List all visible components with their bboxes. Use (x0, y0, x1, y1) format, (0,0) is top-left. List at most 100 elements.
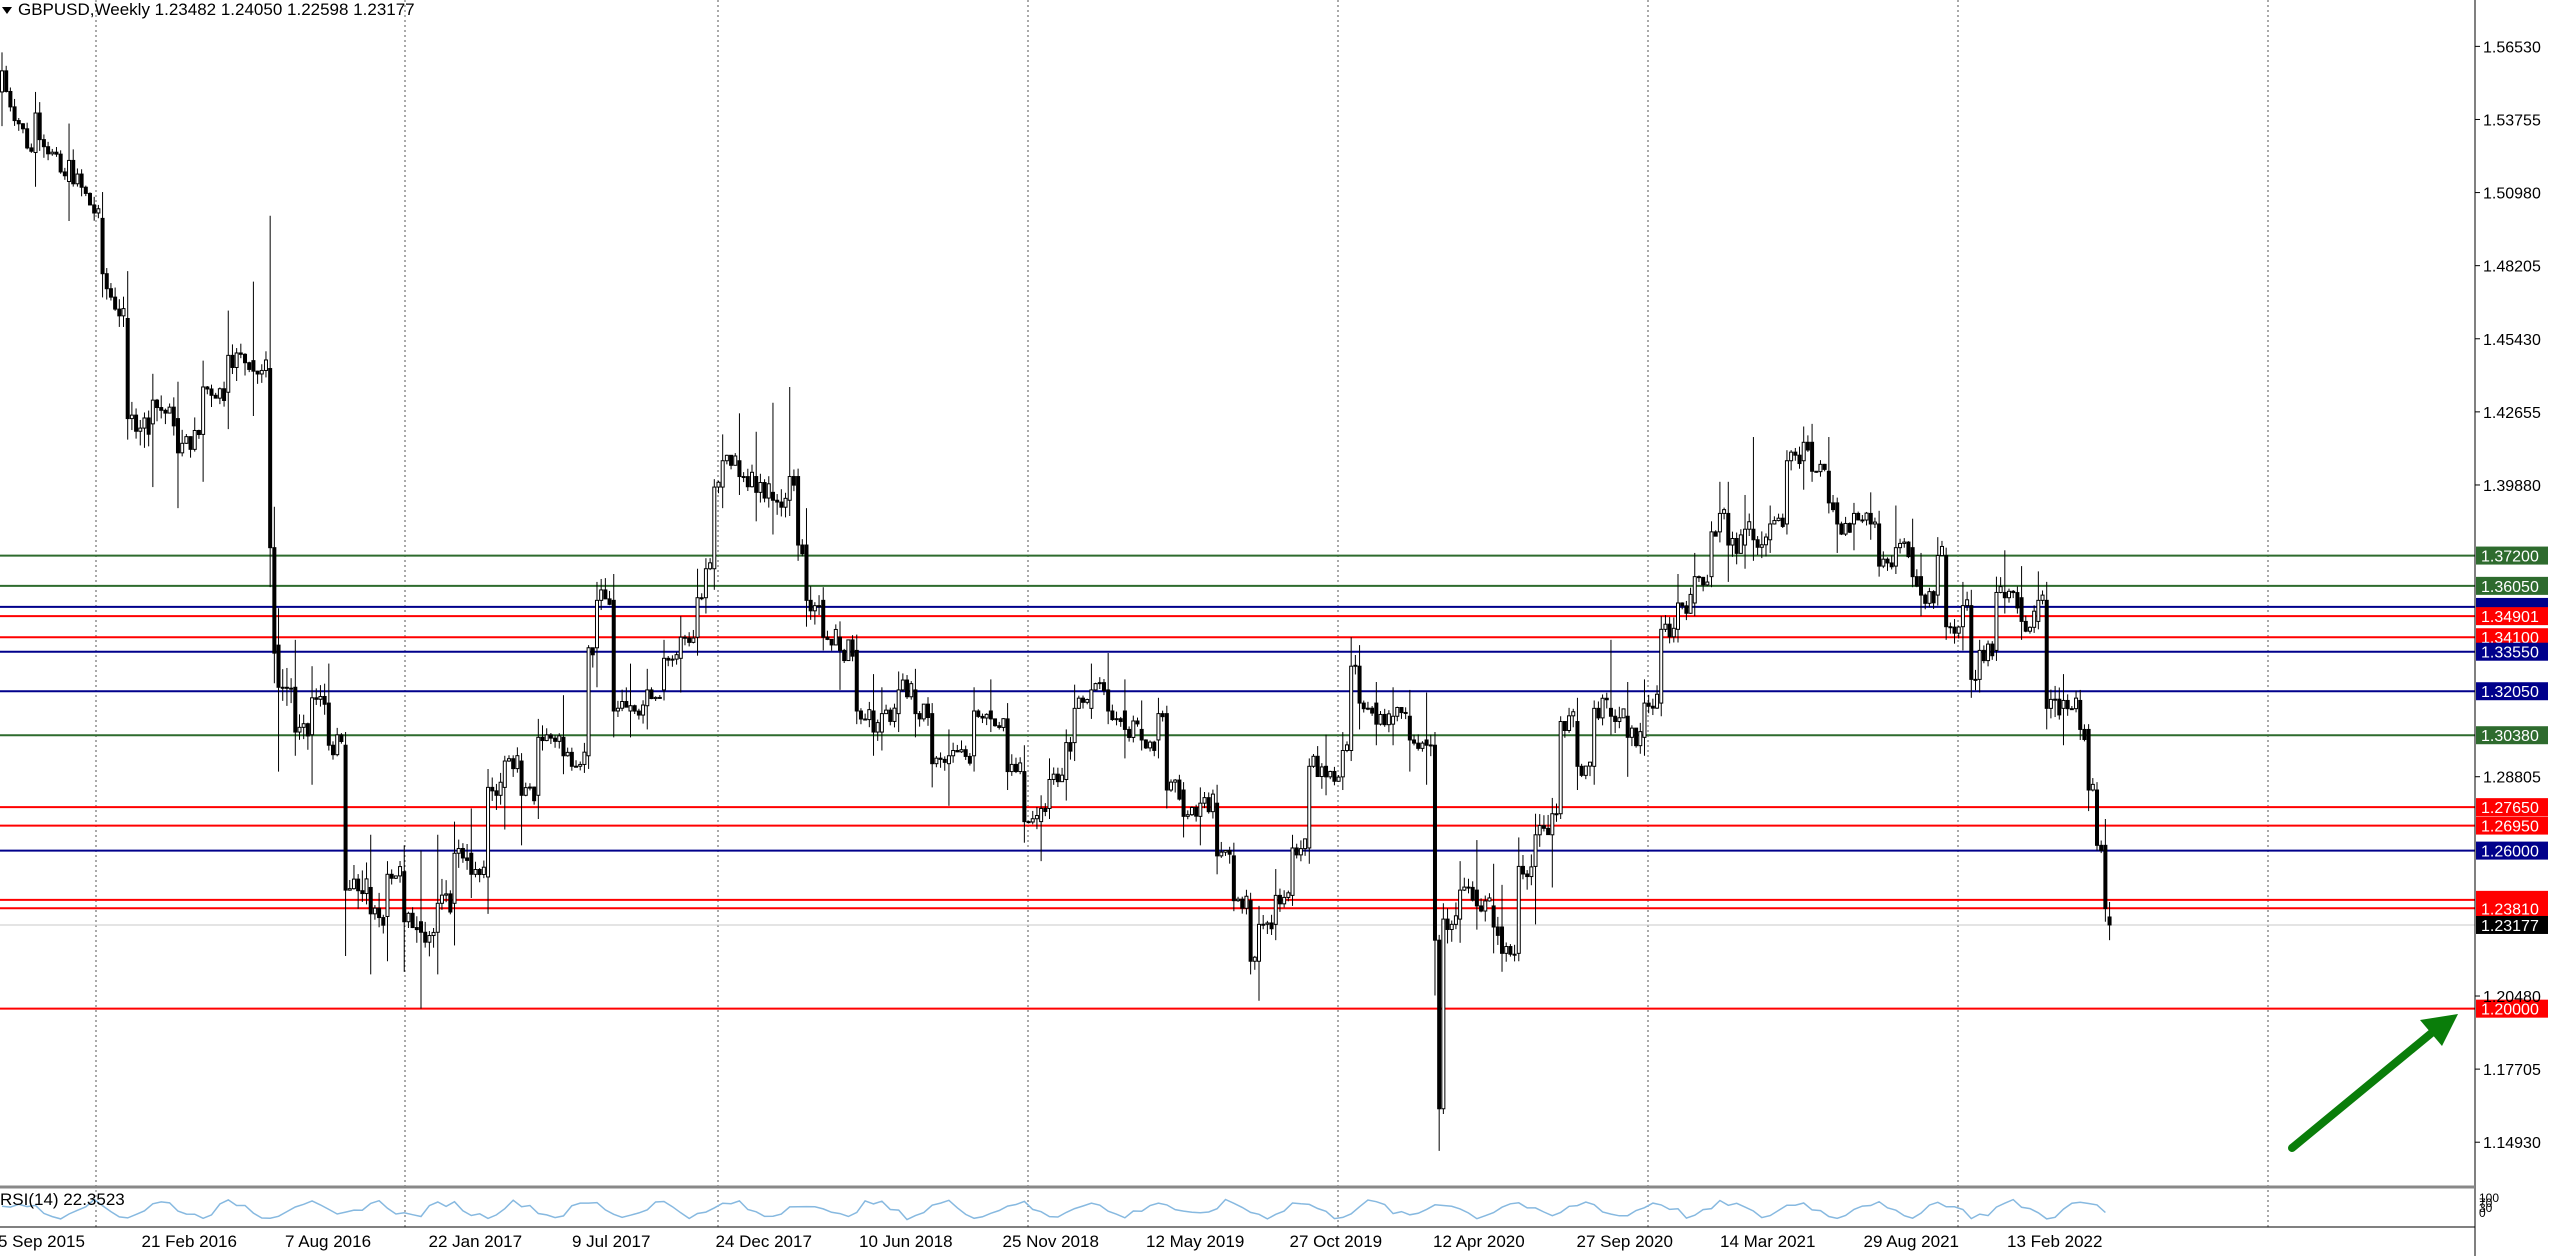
candle-body (1403, 711, 1408, 714)
candle-body (1428, 744, 1433, 747)
candle-body (469, 852, 474, 875)
candle-body (1856, 512, 1861, 521)
candle-body (1189, 806, 1194, 816)
candle-body (1663, 623, 1668, 630)
candle-body (293, 686, 298, 733)
time-label: 5 Sep 2015 (0, 1232, 85, 1251)
candle-body (1579, 765, 1584, 776)
candle-body (1621, 708, 1626, 719)
symbol-ohlc-text: GBPUSD,Weekly 1.23482 1.24050 1.22598 1.… (18, 0, 415, 19)
candle-body (657, 696, 662, 699)
candle-body (1558, 721, 1563, 815)
level-price-label: 1.23177 (2481, 918, 2539, 935)
candle-body (758, 482, 763, 493)
candle-body (410, 912, 415, 929)
candle-body (1860, 519, 1865, 522)
candle-body (800, 544, 805, 555)
candle-body (134, 414, 139, 432)
candle-body (1441, 918, 1446, 1110)
chart-menu-arrow-icon[interactable] (2, 7, 12, 15)
candle-body (737, 460, 742, 478)
time-label: 12 Apr 2020 (1433, 1232, 1525, 1251)
candle-body (716, 481, 721, 488)
candle-body (1512, 953, 1517, 956)
candle-body (1131, 720, 1136, 738)
candle-body (167, 406, 172, 414)
candle-body (871, 710, 876, 733)
candle-body (25, 128, 30, 149)
candle-body (1726, 512, 1731, 546)
candle-body (150, 399, 155, 425)
candle-body (2095, 789, 2099, 846)
candle-body (1181, 789, 1186, 817)
candle-body (641, 704, 646, 716)
candle-body (1931, 591, 1936, 604)
candle-body (1432, 744, 1437, 941)
candle-body (54, 151, 59, 155)
candle-body (335, 734, 340, 756)
time-label: 12 May 2019 (1146, 1232, 1244, 1251)
candle-body (838, 636, 842, 651)
candle-body (129, 414, 134, 420)
candle-body (1935, 555, 1940, 596)
candle-body (2023, 620, 2028, 632)
candle-body (452, 852, 457, 904)
candle-body (1504, 946, 1509, 954)
candle-body (733, 455, 738, 466)
candle-body (561, 736, 566, 757)
candle-body (1835, 502, 1840, 525)
candle-body (473, 869, 478, 875)
candle-body (913, 689, 918, 715)
candle-body (1081, 697, 1086, 703)
candle-body (108, 288, 113, 298)
candle-body (624, 701, 629, 708)
candle-body (900, 679, 905, 691)
time-label: 9 Jul 2017 (572, 1232, 650, 1251)
candle-body (1588, 761, 1593, 767)
candle-body (1709, 531, 1714, 578)
candle-body (1118, 718, 1123, 722)
candle-body (289, 687, 294, 690)
candle-body (389, 873, 394, 879)
candle-body (29, 147, 34, 152)
candle-body (942, 758, 947, 763)
symbol-header[interactable]: GBPUSD,Weekly 1.23482 1.24050 1.22598 1.… (2, 0, 415, 20)
candle-body (276, 644, 281, 688)
candle-body (833, 628, 838, 646)
candle-body (364, 878, 369, 895)
candle-body (863, 718, 868, 721)
level-price-tag (2476, 628, 2548, 647)
candle-body (280, 686, 285, 689)
rsi-indicator-label: RSI(14) 22.3523 (0, 1190, 125, 1209)
candle-body (1516, 865, 1521, 954)
arrow-shaft (2288, 1022, 2444, 1152)
candle-body (1634, 727, 1639, 747)
candle-body (972, 710, 977, 757)
candle-body (1265, 922, 1270, 925)
candle-body (180, 442, 185, 454)
candle-body (37, 112, 42, 141)
candle-body (1994, 591, 1999, 651)
level-price-tag (2476, 899, 2548, 918)
candle-body (1043, 807, 1048, 813)
candle-body (310, 697, 315, 736)
level-price-tag (2476, 841, 2548, 860)
candle-body (1005, 718, 1010, 773)
candle-body (1097, 682, 1102, 685)
candle-body (46, 146, 51, 155)
candle-body (687, 637, 692, 643)
candle-body (741, 476, 746, 479)
level-price-tag (2476, 816, 2548, 835)
candle-body (196, 429, 201, 436)
candles (0, 52, 2112, 1151)
candle-body (1093, 683, 1098, 691)
candle-body (339, 734, 344, 743)
candle-body (1013, 763, 1018, 773)
candle-body (1508, 946, 1513, 955)
candle-body (1395, 706, 1400, 717)
candle-body (1743, 528, 1748, 546)
candle-body (1529, 866, 1534, 878)
candle-body (946, 755, 951, 765)
candle-body (1445, 918, 1450, 930)
candle-body (670, 658, 675, 661)
